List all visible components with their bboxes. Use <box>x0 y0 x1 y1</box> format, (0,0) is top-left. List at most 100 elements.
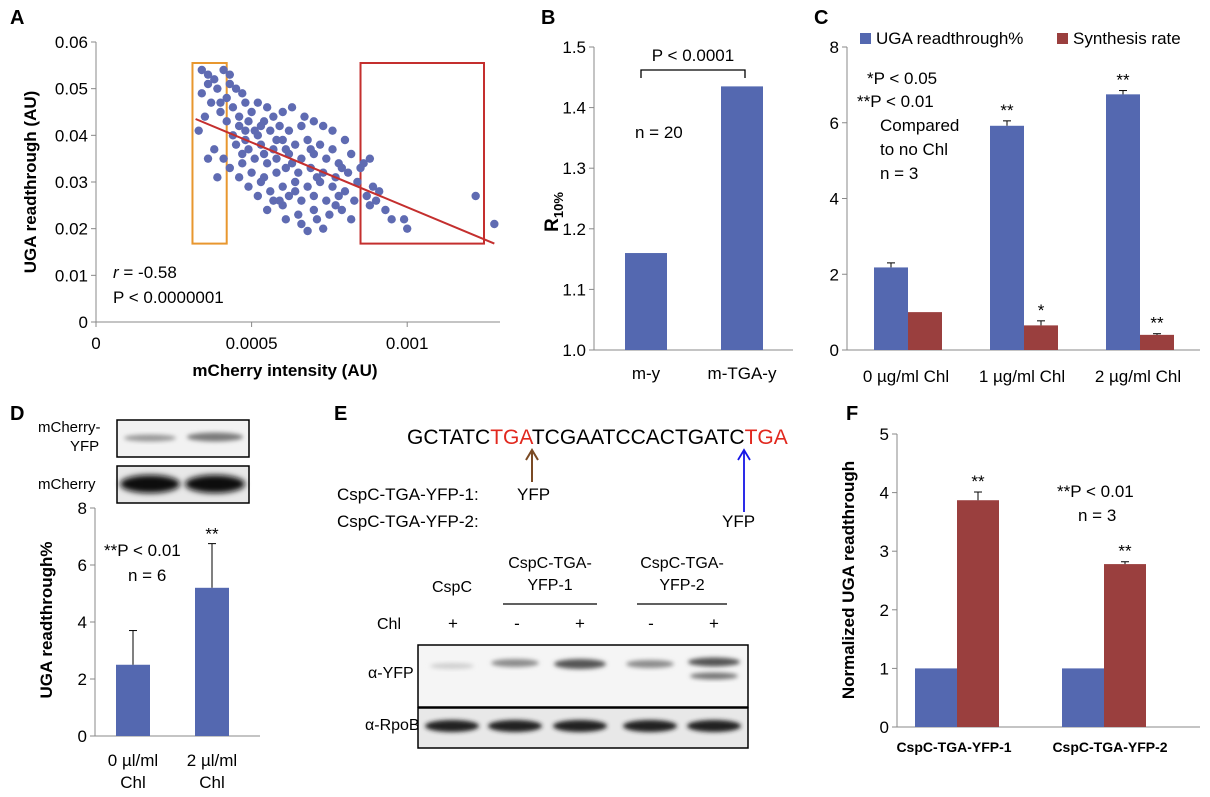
a-point-121 <box>306 145 315 154</box>
a-point-65 <box>272 168 281 177</box>
a-xtick-label-0: 0 <box>91 334 100 353</box>
e-construct2-target: YFP <box>722 512 755 531</box>
a-point-122 <box>337 163 347 173</box>
a-point-89 <box>334 191 343 201</box>
a-point-103 <box>312 215 322 224</box>
d-note-p01: **P < 0.01 <box>104 541 181 560</box>
b-p-value: P < 0.0001 <box>652 46 734 65</box>
a-point-75 <box>266 187 275 196</box>
f-xlabel-0: CspC-TGA-YFP-1 <box>896 739 1011 755</box>
a-xtick-label-1: 0.0005 <box>226 334 278 353</box>
e-blot-yfp <box>417 644 749 708</box>
c-ytick-label-0: 0 <box>830 341 839 360</box>
a-point-129 <box>225 79 235 89</box>
e-sequence: GCTATCTGATCGAATCCACTGATCTGA <box>407 426 788 449</box>
a-point-8 <box>231 84 241 93</box>
panel-letter-f: F <box>846 403 858 425</box>
a-point-99 <box>365 201 375 210</box>
e-arrow-2 <box>737 448 751 512</box>
e-chl-sign-3: + <box>575 614 585 633</box>
c-ytick-label-2: 4 <box>830 190 839 209</box>
d-xlabel-l1-0: 0 µl/ml <box>108 751 158 770</box>
a-point-73 <box>244 182 253 191</box>
d-xlabel-l2-0: Chl <box>120 773 146 792</box>
a-point-116 <box>359 159 368 168</box>
e-chl-sign-4: - <box>648 614 654 633</box>
d-sig-1: ** <box>205 525 219 544</box>
a-point-124 <box>374 187 384 196</box>
a-point-76 <box>278 182 287 191</box>
a-point-67 <box>294 168 303 177</box>
b-bar-0 <box>625 253 667 350</box>
c-bar-s0-0 <box>874 267 908 350</box>
a-ytick-label-2: 0.02 <box>55 220 88 239</box>
a-point-57 <box>297 154 306 163</box>
b-ytick-label-2: 1.2 <box>562 220 586 239</box>
a-point-88 <box>322 196 331 205</box>
c-ytick-label-1: 2 <box>830 265 839 284</box>
a-point-95 <box>294 210 303 219</box>
f-bar-s1-1 <box>1104 564 1146 727</box>
f-ytick-label-4: 4 <box>880 484 889 503</box>
a-highlight-box-high <box>359 62 485 245</box>
c-note-p01: **P < 0.01 <box>857 92 934 111</box>
e-group2-header-2: YFP-2 <box>659 577 704 594</box>
panel-letter-d: D <box>10 403 24 425</box>
d-ytick-label-1: 2 <box>78 670 87 689</box>
a-point-77 <box>290 177 300 187</box>
a-point-38 <box>328 126 337 135</box>
a-stat-r-value: = -0.58 <box>119 263 177 282</box>
a-point-31 <box>253 131 263 140</box>
a-point-127 <box>216 98 225 107</box>
e-construct2-label: CspC-TGA-YFP-2: <box>337 512 479 531</box>
a-point-123 <box>368 182 378 191</box>
a-point-39 <box>210 145 219 154</box>
a-point-0 <box>197 65 207 75</box>
a-point-100 <box>381 205 390 215</box>
d-ytick-label-0: 0 <box>78 727 87 746</box>
c-ytick-label-4: 8 <box>830 38 839 57</box>
e-arrow-1 <box>525 448 539 482</box>
a-point-9 <box>222 93 231 103</box>
a-point-36 <box>309 117 319 126</box>
d-ytick-label-3: 6 <box>78 556 87 575</box>
a-fit-line <box>195 118 495 245</box>
e-blot-rpob <box>417 707 749 749</box>
a-point-131 <box>346 215 356 224</box>
a-point-125 <box>241 126 250 135</box>
a-point-82 <box>353 177 362 187</box>
a-ytick-label-4: 0.04 <box>55 126 88 145</box>
a-point-53 <box>250 154 259 163</box>
a-point-114 <box>287 159 297 168</box>
a-point-84 <box>269 196 278 205</box>
a-ytick-label-5: 0.05 <box>55 80 88 99</box>
d-bar-1 <box>195 587 229 736</box>
a-point-118 <box>272 135 281 145</box>
a-point-25 <box>269 112 278 121</box>
a-point-2 <box>210 75 219 84</box>
a-point-105 <box>399 215 409 224</box>
a-point-96 <box>309 205 319 215</box>
a-point-41 <box>231 140 241 149</box>
f-bar-s0-0 <box>915 668 957 727</box>
b-ytick-label-1: 1.1 <box>562 280 586 299</box>
a-point-97 <box>325 210 334 219</box>
a-point-48 <box>315 140 325 149</box>
c-bar-s0-1 <box>990 125 1024 350</box>
e-blot-label-rpob: α-RpoB <box>365 717 420 734</box>
panel-letter-b: B <box>541 7 555 29</box>
panel-letter-c: C <box>814 7 828 29</box>
e-seq-tga1: TGA <box>490 426 533 449</box>
a-point-112 <box>213 173 222 182</box>
b-ytick-label-3: 1.3 <box>562 159 586 178</box>
a-point-54 <box>262 159 272 168</box>
d-blot-mcherry-yfp <box>116 419 250 458</box>
a-point-74 <box>256 177 266 187</box>
a-point-6 <box>197 89 207 98</box>
a-point-83 <box>253 191 263 201</box>
a-xtick-label-2: 0.001 <box>386 334 429 353</box>
b-n-label: n = 20 <box>635 123 683 142</box>
panel-letter-e: E <box>334 403 347 425</box>
a-point-63 <box>247 168 256 177</box>
